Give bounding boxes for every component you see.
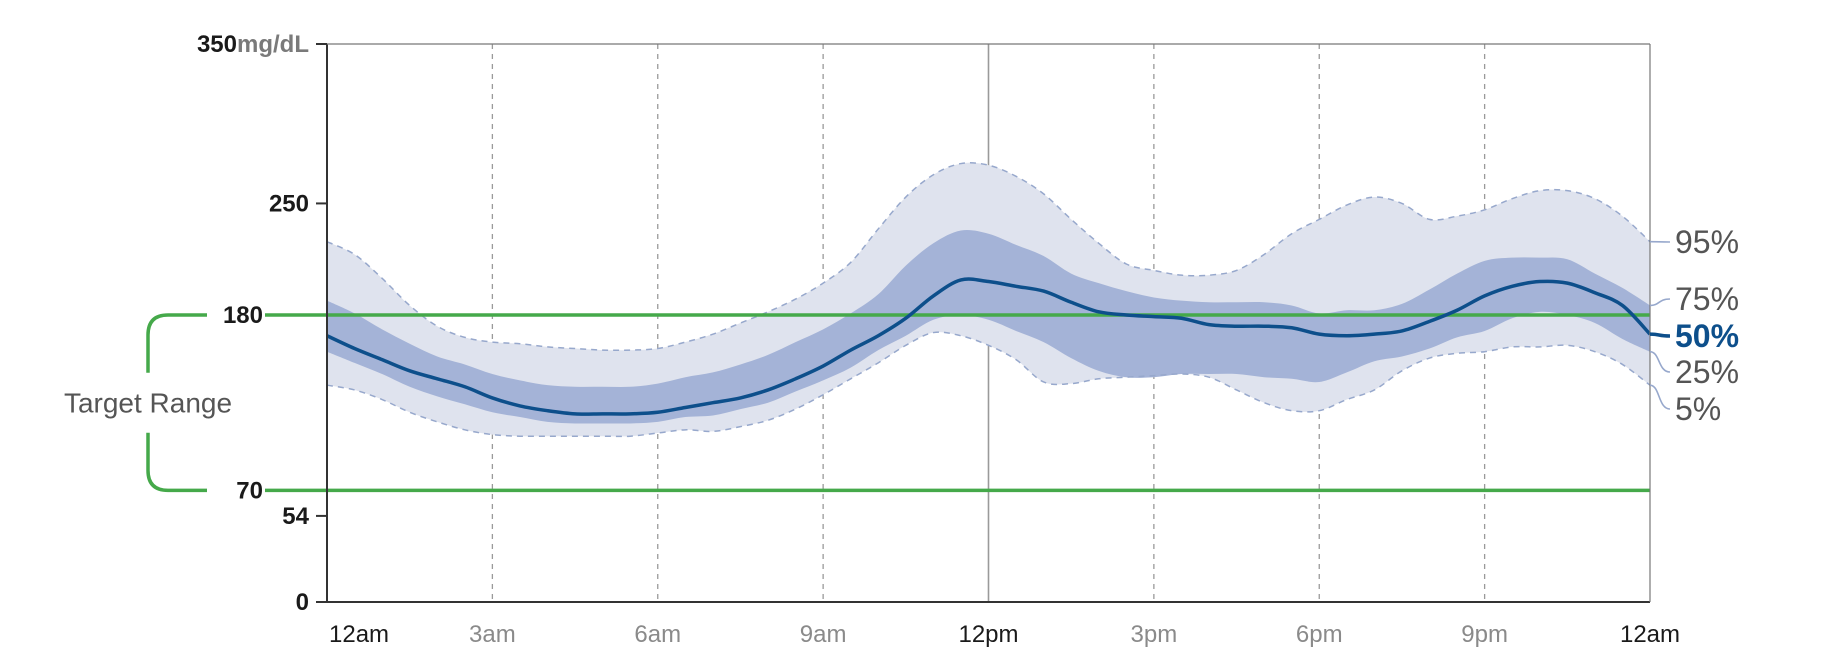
target-value-label-70: 70 <box>236 477 263 504</box>
percentile-label-95: 95% <box>1675 224 1739 260</box>
x-tick-label-7: 9pm <box>1461 621 1508 648</box>
percentile-line-5 <box>326 331 1651 438</box>
percentile-connector-75 <box>1649 298 1671 307</box>
median-line-layer <box>326 277 1652 416</box>
axes-layer <box>316 43 1651 603</box>
y-tick-label-0: 0 <box>296 589 309 616</box>
y-tick-label-54: 54 <box>282 503 309 530</box>
percentile-label-25: 25% <box>1675 354 1739 390</box>
labels-layer: 180 70 0 54 250 350mg/dL 12am 3am 6am 9am 12pm 3pm 6… <box>197 31 1739 648</box>
median-line <box>326 277 1652 416</box>
percentile-label-5: 5% <box>1675 391 1721 427</box>
x-tick-label-5: 3pm <box>1131 621 1178 648</box>
x-tick-label-4: 12pm <box>958 621 1018 648</box>
percentile-bands <box>326 162 1651 438</box>
x-tick-label-8: 12am <box>1620 621 1680 648</box>
x-tick-label-6: 6pm <box>1296 621 1343 648</box>
target-value-label-180: 180 <box>223 302 263 329</box>
band-25-75 <box>327 230 1650 424</box>
y-tick-label-350: 350mg/dL <box>197 31 309 58</box>
percentile-connector-50 <box>1649 332 1671 338</box>
percentile-line-95 <box>326 162 1651 352</box>
percentile-label-50: 50% <box>1675 318 1739 354</box>
y-tick-label-250: 250 <box>269 190 309 217</box>
y-unit-label: mg/dL <box>237 31 309 58</box>
percentile-label-75: 75% <box>1675 281 1739 317</box>
x-tick-label-3: 9am <box>800 621 847 648</box>
target-bracket-top <box>146 313 176 373</box>
percentile-connector-5 <box>1649 384 1671 410</box>
x-tick-label-2: 6am <box>634 621 681 648</box>
x-tick-label-1: 3am <box>469 621 516 648</box>
percentile-connector-25 <box>1649 350 1671 373</box>
target-bracket-bottom <box>146 432 176 493</box>
target-range-label: Target Range <box>64 388 232 419</box>
x-tick-label-0: 12am <box>329 621 389 648</box>
target-range-lines: Target Range <box>64 313 1650 493</box>
